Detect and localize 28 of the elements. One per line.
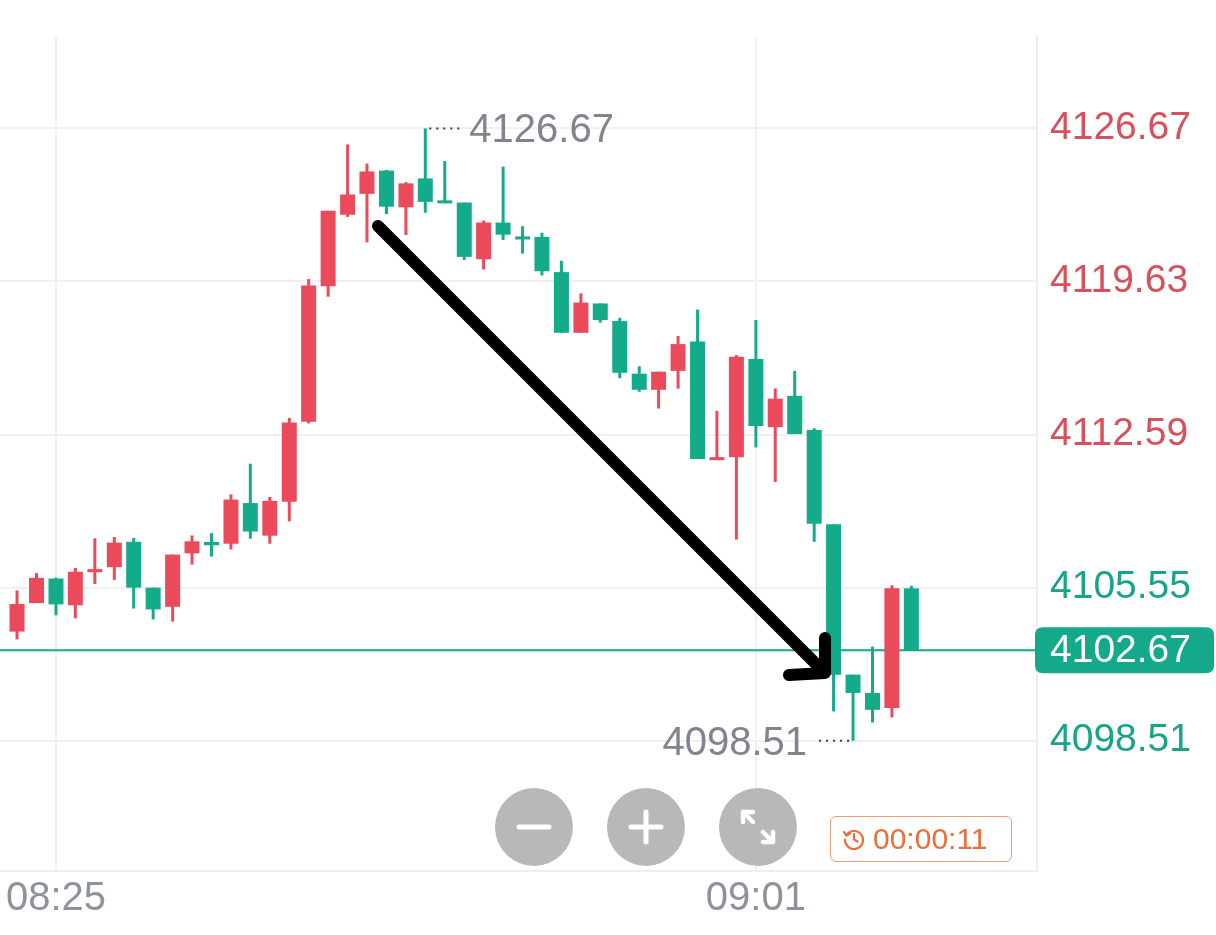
- y-tick-label: 4105.55: [1050, 563, 1191, 607]
- y-tick-label: 4112.59: [1050, 410, 1189, 454]
- ref-line-label: 4102.67: [1050, 627, 1191, 671]
- candlestick: [709, 409, 725, 461]
- candlestick: [515, 226, 531, 254]
- candlestick: [631, 366, 647, 392]
- candlestick: [203, 533, 219, 557]
- candlestick: [145, 587, 161, 620]
- candlestick: [340, 144, 356, 217]
- y-tick-label: 4098.51: [1050, 716, 1191, 760]
- annotation: 4098.51: [662, 718, 808, 763]
- x-tick-label: 08:25: [5, 874, 107, 919]
- y-tick-label: 4119.63: [1050, 257, 1189, 301]
- candlestick: [651, 371, 667, 409]
- y-tick-label: 4126.67: [1050, 104, 1191, 148]
- candlestick: [592, 303, 608, 323]
- candlestick: [398, 182, 414, 235]
- candlestick: [845, 674, 861, 741]
- candlestick: [495, 166, 511, 240]
- candlestick: [359, 163, 375, 243]
- candlestick: [437, 161, 453, 205]
- candlestick: [87, 538, 103, 584]
- countdown-box: 00:00:11: [830, 816, 1012, 862]
- candlestick: [184, 535, 200, 565]
- x-tick-label: 09:01: [705, 874, 806, 919]
- annotation: 4126.67: [469, 106, 614, 151]
- candlestick: [417, 128, 433, 213]
- annotation: 00:00:11: [873, 822, 988, 855]
